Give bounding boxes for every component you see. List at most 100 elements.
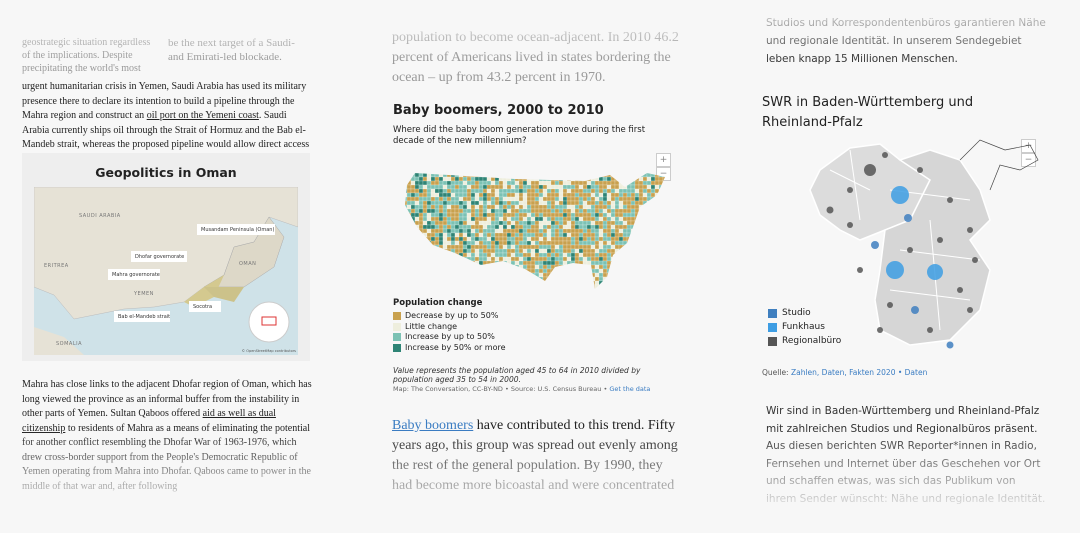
region-label: YEMEN [133,291,154,297]
county [667,225,671,229]
county [410,173,416,178]
county [526,236,532,242]
county [618,204,624,210]
county [550,173,556,174]
county [603,165,607,169]
county [598,208,604,214]
county [550,236,556,242]
link[interactable]: Get the data [609,385,651,393]
county [614,184,620,190]
county [654,284,660,289]
county [595,165,599,169]
county [590,216,596,222]
county [526,244,532,250]
county [538,288,544,289]
county [506,244,512,250]
county [502,232,508,238]
county [655,165,659,169]
county [594,220,600,226]
county [446,236,452,242]
county [538,196,544,202]
county [566,180,572,186]
county [514,188,520,194]
county [530,260,536,266]
county [542,276,548,282]
county [650,276,656,282]
zoom-in[interactable]: + [656,153,671,167]
link[interactable]: Zahlen, Daten, Fakten 2020 • Daten [790,368,928,377]
county [454,264,460,270]
county [563,165,567,169]
county [414,204,420,210]
county [586,252,592,258]
county [395,213,399,217]
county [458,288,464,289]
county [466,192,472,198]
county [506,212,512,218]
link[interactable]: Baby boomers [392,418,474,433]
county [395,293,399,295]
county [630,184,636,190]
county [618,260,624,266]
county [570,284,576,289]
county [582,196,588,202]
county [630,256,636,262]
county [578,204,584,210]
county [534,212,540,218]
county [594,240,600,246]
county [422,184,428,190]
county [506,272,512,278]
county [434,224,440,230]
county [538,268,544,274]
county [667,205,671,209]
county [631,165,635,169]
link[interactable]: aid as well as dual citizenship [22,408,276,434]
county [562,192,568,198]
county [606,288,612,289]
county [414,276,420,282]
county [474,244,480,250]
county [434,208,440,214]
county [486,196,492,202]
county [518,280,524,286]
county [566,284,572,289]
county [582,192,588,198]
county [590,244,596,250]
county [542,176,548,182]
county [667,197,671,201]
county [434,288,440,289]
county [671,205,675,209]
county [474,256,480,262]
county [590,180,596,186]
county [590,240,596,246]
county [542,260,548,266]
county [654,196,660,202]
county [442,264,448,270]
county [650,208,656,214]
county [582,200,588,206]
county [642,220,648,226]
county [434,192,440,198]
county [470,173,476,174]
county [538,252,544,258]
county [466,196,472,202]
county [518,188,524,194]
county [634,204,640,210]
county [606,252,612,258]
county [566,200,572,206]
map: SAUDI ARABIA OMAN YEMEN ERITREA SOMALIA … [34,187,298,355]
county [426,204,432,210]
county [422,276,428,282]
county [494,188,500,194]
county [410,272,416,278]
link[interactable]: oil port on the Yemeni coast [146,110,259,121]
county [490,184,496,190]
county [426,248,432,254]
county [634,280,640,286]
county [671,169,675,173]
county [587,165,591,169]
legend-swatch [393,333,401,342]
county [662,184,665,190]
county [506,192,512,198]
county [514,284,520,289]
